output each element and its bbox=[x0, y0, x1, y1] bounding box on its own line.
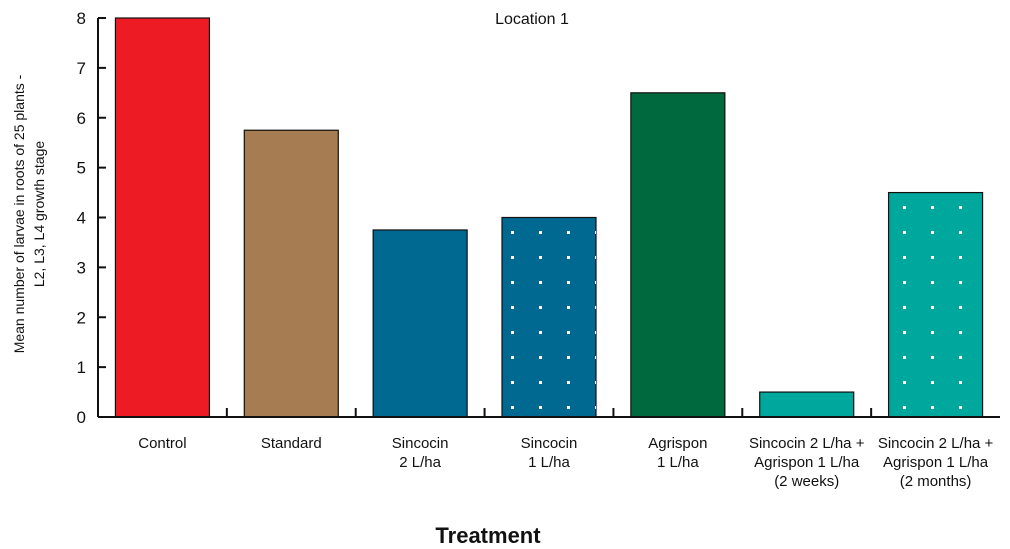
y-tick-label-6: 6 bbox=[77, 109, 86, 128]
y-tick-label-7: 7 bbox=[77, 59, 86, 78]
category-label-3-line-2: 2 L/ha bbox=[399, 454, 441, 471]
bar-5 bbox=[630, 92, 726, 418]
y-tick-label-8: 8 bbox=[77, 9, 86, 28]
y-tick-label-5: 5 bbox=[77, 159, 86, 178]
bar-7-dots bbox=[888, 192, 983, 417]
bar-1 bbox=[114, 17, 211, 418]
category-label-6-line-3: (2 weeks) bbox=[774, 473, 839, 490]
category-label-3-line-1: Sincocin bbox=[392, 435, 449, 452]
category-label-7-line-3: (2 months) bbox=[900, 473, 972, 490]
chart-subtitle: Location 1 bbox=[495, 11, 569, 28]
category-label-2-line-1: Standard bbox=[261, 435, 322, 452]
x-axis-title: Treatment bbox=[435, 523, 541, 548]
category-label-4-line-2: 1 L/ha bbox=[528, 454, 570, 471]
bar-2 bbox=[243, 129, 339, 418]
category-label-5-line-2: 1 L/ha bbox=[657, 454, 699, 471]
y-tick-label-4: 4 bbox=[77, 209, 86, 228]
category-label-7-line-2: Agrispon 1 L/ha bbox=[883, 454, 989, 471]
y-axis-title-line-1: Mean number of larvae in roots of 25 pla… bbox=[11, 74, 27, 353]
y-axis-title: Mean number of larvae in roots of 25 pla… bbox=[11, 74, 47, 353]
category-label-1-line-1: Control bbox=[138, 435, 186, 452]
category-label-7-line-1: Sincocin 2 L/ha + bbox=[878, 435, 994, 452]
plot-area: 0 1 2 3 4 5 6 7 8 Control Standard Sincocin 2 L/ha Si… bbox=[77, 9, 1000, 490]
bar-4-dots bbox=[502, 217, 596, 417]
category-label-6-line-1: Sincocin 2 L/ha + bbox=[749, 435, 865, 452]
y-tick-label-3: 3 bbox=[77, 258, 86, 277]
category-label-5-line-1: Agrispon bbox=[648, 435, 707, 452]
y-tick-label-1: 1 bbox=[77, 358, 86, 377]
category-label-6-line-2: Agrispon 1 L/ha bbox=[754, 454, 860, 471]
bar-3 bbox=[372, 229, 468, 418]
y-tick-label-2: 2 bbox=[77, 308, 86, 327]
y-axis-title-line-2: L2, L3, L4 growth stage bbox=[31, 141, 47, 288]
y-tick-label-0: 0 bbox=[77, 408, 86, 427]
category-label-4-line-1: Sincocin bbox=[521, 435, 578, 452]
bar-6 bbox=[759, 391, 855, 418]
